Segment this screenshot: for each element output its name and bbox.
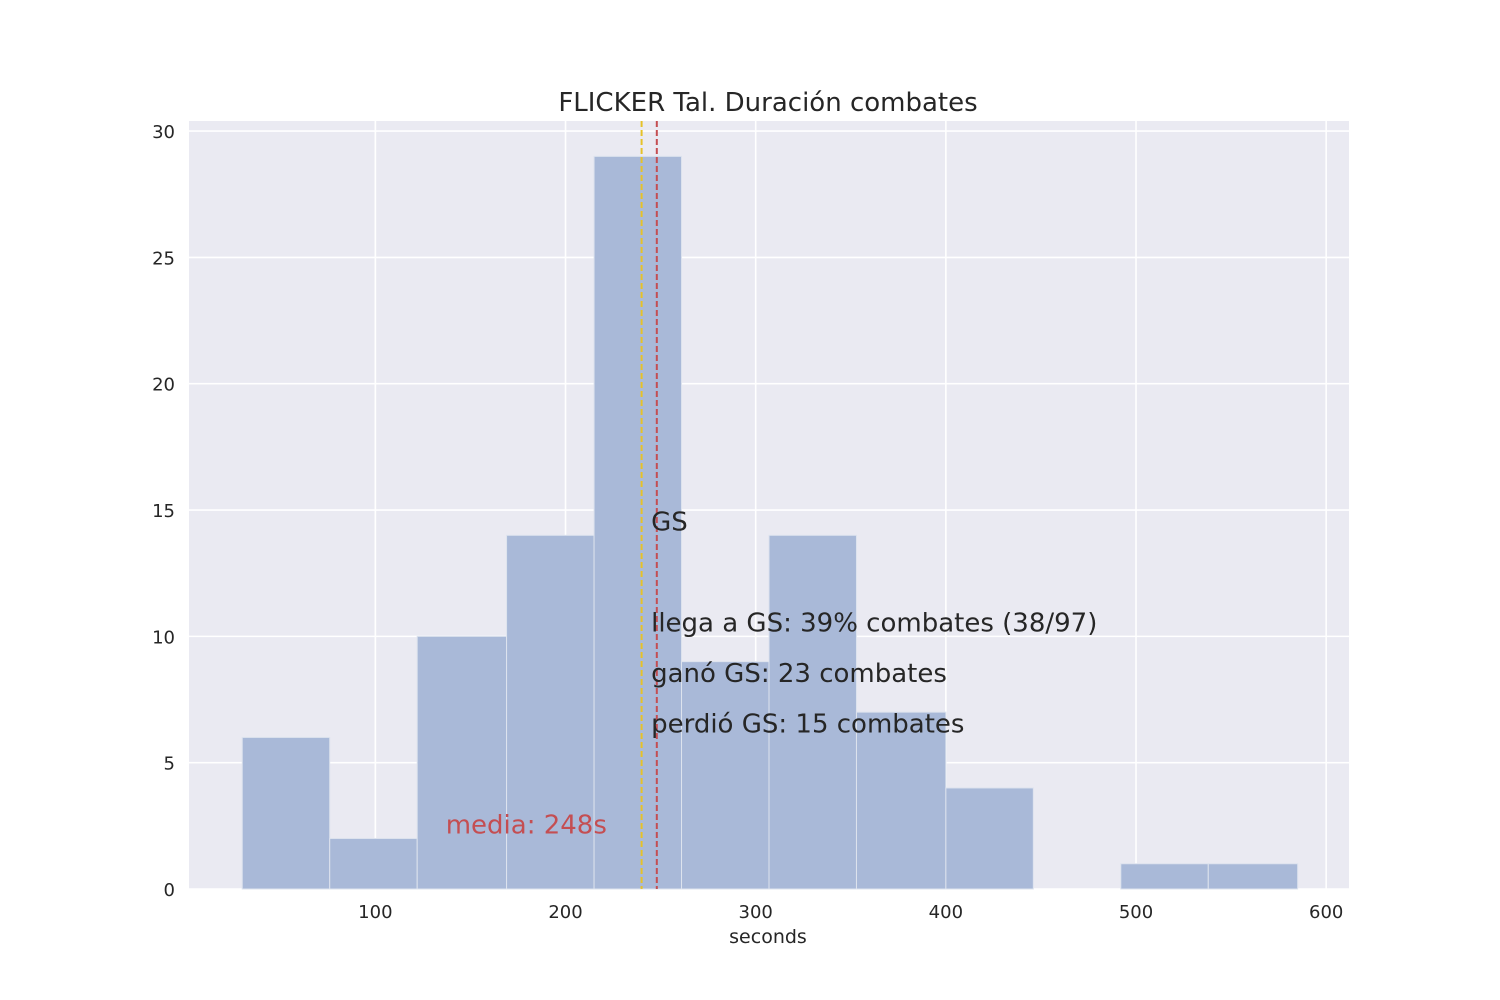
histogram-bar [329, 837, 418, 890]
y-tick-label: 30 [152, 122, 175, 143]
annotation-text: ganó GS: 23 combates [651, 659, 947, 689]
grid-lines [189, 121, 1349, 890]
mean-label: media: 248s [446, 810, 607, 840]
histogram-bar [1207, 863, 1299, 890]
y-tick-label: 20 [152, 375, 175, 396]
annotations: GS llega a GS: 39% combates (38/97) ganó G… [446, 507, 1098, 840]
x-tick-labels: 100 200 300 400 500 600 [358, 902, 1343, 923]
y-tick-label: 5 [164, 754, 175, 775]
histogram-bar [681, 661, 770, 890]
histogram-bar [945, 787, 1034, 890]
x-tick-label: 100 [358, 902, 392, 923]
x-tick-label: 600 [1309, 902, 1343, 923]
histogram-bar [241, 736, 331, 890]
y-tick-labels: 0 5 10 15 20 25 30 [152, 122, 175, 901]
annotation-text: GS [651, 507, 688, 537]
histogram-bar [593, 155, 683, 890]
histogram-bar [855, 711, 947, 890]
annotation-text: perdió GS: 15 combates [651, 709, 964, 739]
y-tick-label: 15 [152, 501, 175, 522]
y-tick-label: 10 [152, 627, 175, 648]
histogram-bars [241, 155, 1299, 890]
x-tick-label: 500 [1119, 902, 1153, 923]
histogram-bar [506, 534, 595, 890]
x-axis-label: seconds [729, 926, 807, 948]
x-tick-label: 200 [548, 902, 582, 923]
y-tick-label: 25 [152, 248, 175, 269]
reference-lines [640, 121, 658, 889]
x-tick-label: 300 [739, 902, 773, 923]
annotation-text: llega a GS: 39% combates (38/97) [651, 608, 1097, 638]
y-tick-label: 0 [164, 880, 175, 901]
histogram-bar [416, 635, 508, 890]
chart-title: FLICKER Tal. Duración combates [558, 88, 977, 118]
histogram-bar [768, 534, 857, 890]
histogram-bar [1120, 863, 1209, 890]
x-tick-label: 400 [929, 902, 963, 923]
